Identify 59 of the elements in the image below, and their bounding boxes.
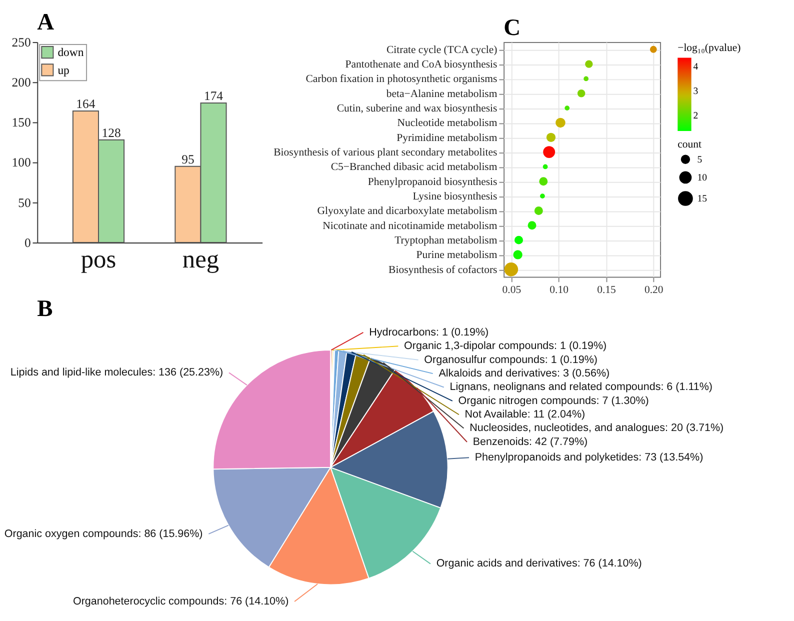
color-bar-label: 2 [693,110,698,122]
slice-label: Benzenoids: 42 (7.79%) [472,436,588,448]
y-tick-label: Pyrimidine metabolism [396,132,498,144]
color-bar-label: 3 [693,86,698,98]
slice-label: Organic 1,3-dipolar compounds: 1 (0.19%) [404,340,607,352]
y-tick-label: Purine metabolism [416,249,498,262]
y-tick-label: Glyoxylate and dicarboxylate metabolism [317,205,498,218]
slice-label: Organic nitrogen compounds: 7 (1.30%) [458,394,649,407]
x-tick-label: neg [182,245,220,274]
y-tick-label: 150 [12,116,31,130]
color-bar-title: −log₁₀(pvalue) [678,42,742,54]
y-tick-label: Lysine biosynthesis [412,190,498,202]
y-tick-label: C5−Branched dibasic acid metabolism [330,161,498,174]
y-tick-label: Biosynthesis of various plant secondary metabolites [274,146,498,158]
y-tick-label: Tryptophan metabolism [394,234,498,246]
slice-label: Organic oxygen compounds: 86 (15.96%) [4,528,203,540]
legend-label: up [58,64,70,77]
y-tick-label: Nucleotide metabolism [397,117,498,130]
slice-label: Lignans, neolignans and related compounds: 6 (1.11%) [450,381,713,394]
legend-label: 5 [697,154,702,166]
slice-label: Organoheterocyclic compounds: 76 (14.10%) [72,595,289,608]
data-label: 174 [204,89,224,104]
slice-label: Phenylpropanoids and polyketides: 73 (13.54%) [474,452,704,464]
legend-title: count [678,138,702,151]
y-tick-label: 100 [12,156,31,170]
data-label: 164 [76,97,96,112]
x-tick-label: 0.05 [502,284,522,296]
slice-label: Nucleosides, nucleotides, and analogues: 20 (3.71%) [470,422,724,434]
chart-title: B [37,296,53,322]
slice-label: Organosulfur compounds: 1 (0.19%) [424,354,598,366]
slice-label: Lipids and lipid-like molecules: 136 (25.23%) [10,366,224,379]
legend-label: down [58,46,84,60]
y-tick-label: 250 [12,35,31,50]
y-tick-label: 0 [24,236,31,250]
y-tick-label: Citrate cycle (TCA cycle) [386,44,498,56]
legend-label: 15 [697,193,708,204]
chart-title: A [37,9,54,36]
y-tick-label: Nicotinate and nicotinamide metabolism [322,220,498,232]
y-tick-label: Biosynthesis of cofactors [388,264,498,276]
y-tick-label: Carbon fixation in photosynthetic organisms [306,73,498,86]
slice-label: Alkaloids and derivatives: 3 (0.56%) [438,367,610,380]
slice-label: Not Available: 11 (2.04%) [464,408,586,421]
slice-label: Hydrocarbons: 1 (0.19%) [369,326,489,338]
color-bar-label: 4 [693,62,698,73]
y-tick-label: Cutin, suberine and wax biosynthesis [336,102,498,114]
data-label: 95 [182,152,194,166]
x-tick-label: pos [80,245,116,274]
x-tick-label: 0.15 [597,284,616,296]
y-tick-label: beta−Alanine metabolism [386,88,498,100]
data-label: 128 [102,126,121,140]
x-tick-label: 0.10 [550,284,568,296]
y-tick-label: 200 [12,76,31,90]
x-tick-label: 0.20 [644,284,664,296]
y-tick-label: 50 [18,196,31,210]
chart-title: C [504,15,521,42]
y-tick-label: Pantothenate and CoA biosynthesis [345,58,498,70]
legend-label: 10 [697,172,708,184]
slice-label: Organic acids and derivatives: 76 (14.10%) [436,558,642,570]
y-tick-label: Phenylpropanoid biosynthesis [368,176,498,188]
